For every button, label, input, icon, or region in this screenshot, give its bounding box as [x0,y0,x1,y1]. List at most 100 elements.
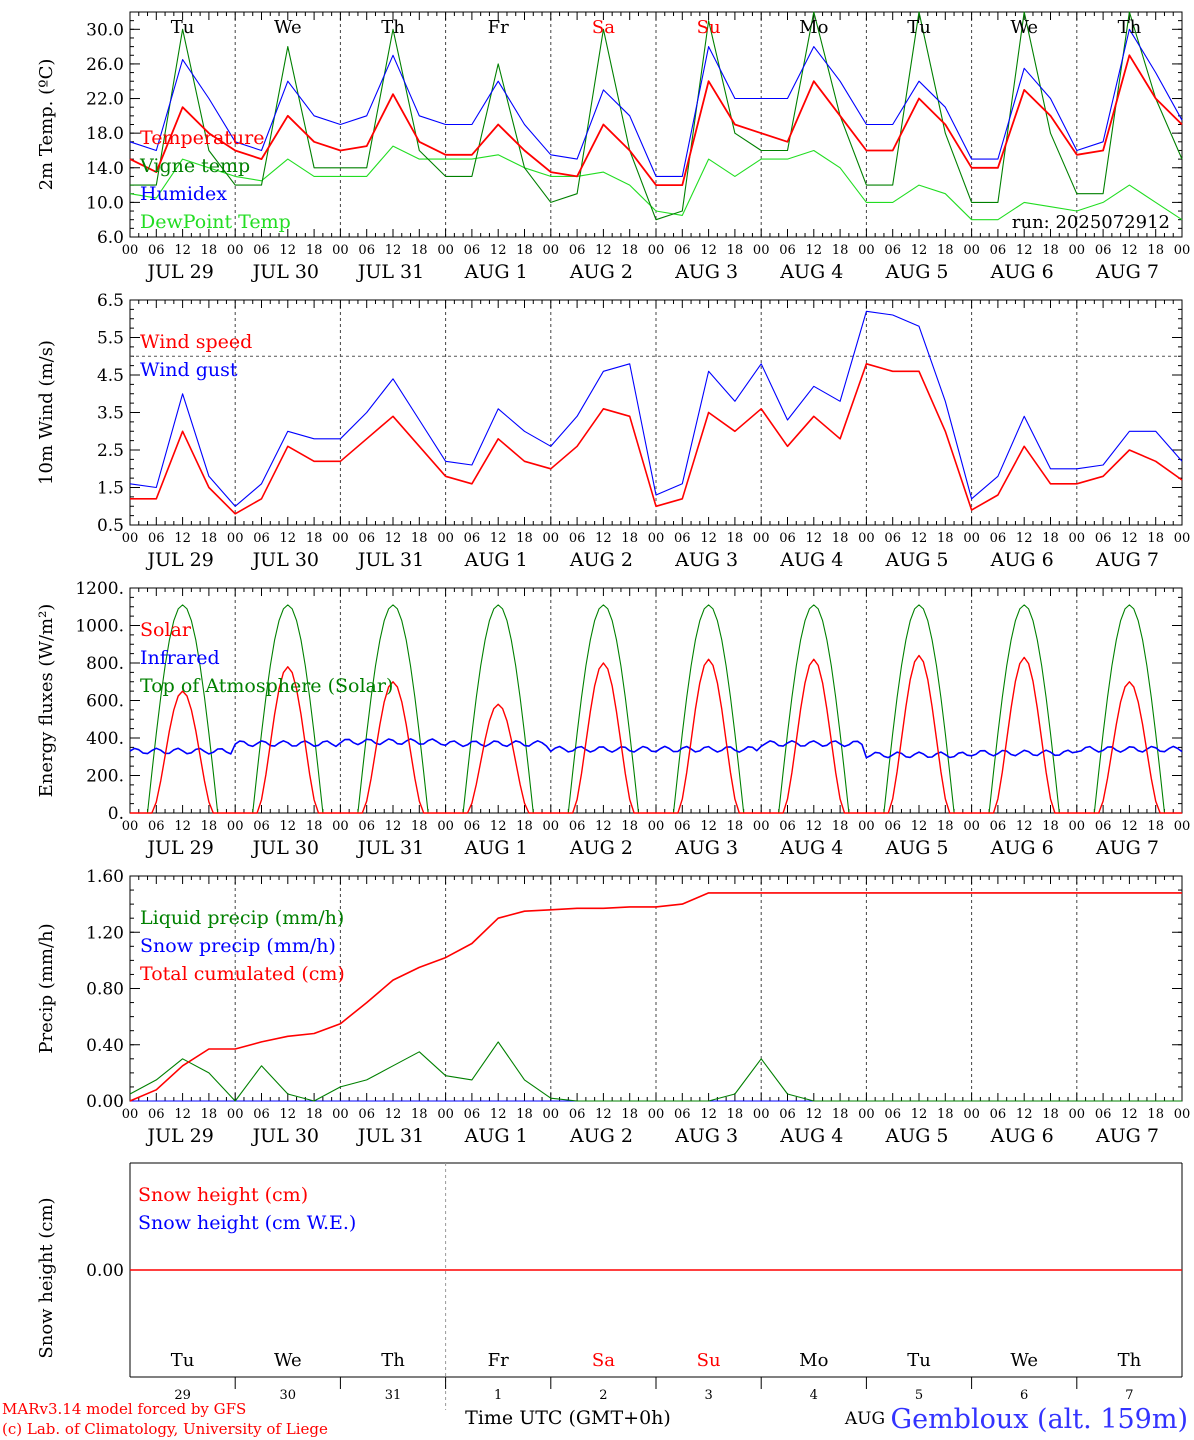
legend-entry: Total cumulated (cm) [140,963,345,985]
hour-tick-label: 06 [884,243,901,258]
snow-panel: 0.00 Snow height (cm) Snow height (cm) Snow… [36,1162,1183,1410]
date-label: JUL 29 [145,837,213,859]
legend-entry: Humidex [140,183,227,205]
hour-tick-label: 00 [1174,243,1191,258]
y-tick-label: 5.5 [97,329,124,349]
hour-tick-label: 00 [332,1107,349,1122]
date-label: AUG 2 [569,549,633,571]
hour-tick-label: 00 [858,1107,875,1122]
date-label: AUG 6 [990,837,1054,859]
hour-tick-label: 06 [148,1107,165,1122]
hour-tick-label: 06 [358,531,375,546]
hour-tick-label: 18 [306,243,323,258]
hour-tick-label: 12 [174,243,191,258]
date-label: AUG 2 [569,261,633,283]
hour-tick-label: 06 [990,819,1007,834]
hour-tick-label: 12 [385,1107,402,1122]
y-tick-label: 6.5 [97,291,124,311]
y-tick-label: 30.0 [86,20,124,40]
hour-tick-label: 06 [884,819,901,834]
hour-tick-label: 18 [201,1107,218,1122]
hour-tick-label: 00 [753,819,770,834]
hour-tick-label: 12 [490,243,507,258]
legend-entry: Vigne temp [139,155,250,177]
date-label: JUL 31 [356,1125,424,1147]
hour-tick-label: 00 [858,243,875,258]
date-label: AUG 2 [569,1125,633,1147]
hour-tick-label: 00 [1069,243,1086,258]
hour-tick-label: 00 [437,1107,454,1122]
day-number: 7 [1125,1388,1133,1403]
plot-frame [129,11,1183,238]
hour-tick-label: 12 [1121,243,1138,258]
hour-tick-label: 12 [700,819,717,834]
hour-tick-label: 18 [1042,819,1059,834]
hour-tick-label: 18 [832,243,849,258]
hour-tick-label: 06 [148,531,165,546]
day-number: 1 [494,1388,502,1403]
hour-tick-label: 00 [753,531,770,546]
hour-tick-label: 18 [516,819,533,834]
hour-tick-label: 18 [1147,243,1164,258]
hour-tick-label: 12 [700,243,717,258]
y-tick-label: 0.40 [86,1036,124,1056]
hour-tick-label: 06 [148,819,165,834]
y-tick-label: 6.0 [97,228,124,248]
hour-tick-label: 18 [937,819,954,834]
hour-tick-label: 18 [727,531,744,546]
date-label: JUL 30 [251,261,319,283]
energy-panel: 0. 200. 400. 600. 800. 1000. 1200. Energy fluxe… [36,579,1190,859]
hour-tick-label: 06 [253,531,270,546]
y-tick-label: 800. [86,654,124,674]
weekday-label: Tu [171,17,195,38]
day-number: 6 [1020,1388,1028,1403]
footer: MARv3.14 model forced by GFS (c) Lab. of… [2,1400,1188,1438]
series-temperature [130,362,1183,515]
hour-tick-label: 06 [674,819,691,834]
hour-tick-label: 12 [911,531,928,546]
series-solar [130,654,1182,814]
date-label: AUG 1 [464,837,528,859]
series-liquid-precip [129,1041,1182,1102]
date-label: AUG 4 [779,837,843,859]
hour-tick-label: 00 [1174,531,1191,546]
hour-tick-label: 06 [990,1107,1007,1122]
credit-line-1: MARv3.14 model forced by GFS [2,1400,246,1418]
hour-tick-label: 00 [122,1107,139,1122]
y-tick-label: 200. [86,767,124,787]
hour-tick-label: 06 [253,243,270,258]
date-label: AUG 7 [1095,1125,1159,1147]
hour-tick-label: 00 [753,243,770,258]
hour-tick-label: 06 [1095,243,1112,258]
hour-tick-label: 00 [1069,819,1086,834]
y-axis-label: Precip (mm/h) [36,923,57,1053]
series-humidex [129,28,1183,177]
weekday-label: Mo [799,17,828,38]
weekday-label: We [1010,1350,1038,1371]
hour-tick-label: 12 [490,1107,507,1122]
x-axis-label: Time UTC (GMT+0h) [465,1407,671,1429]
hour-tick-label: 00 [543,819,560,834]
date-label: JUL 31 [356,837,424,859]
y-tick-label: 14.0 [86,159,124,179]
y-axis-label: Snow height (cm) [36,1197,57,1358]
hour-tick-label: 00 [858,819,875,834]
hour-tick-label: 12 [1016,531,1033,546]
hour-tick-label: 12 [911,243,928,258]
date-label: JUL 30 [251,837,319,859]
legend-entry: Wind gust [140,359,238,381]
date-label: JUL 30 [251,549,319,571]
hour-tick-label: 06 [1095,819,1112,834]
y-tick-label: 10.0 [86,193,124,213]
hour-tick-label: 18 [937,243,954,258]
hour-tick-label: 06 [779,819,796,834]
hour-tick-label: 06 [674,1107,691,1122]
day-number: 2 [599,1388,607,1403]
series-dewpoint [129,145,1183,221]
hour-tick-label: 06 [464,819,481,834]
day-number: 5 [915,1388,923,1403]
hour-tick-label: 12 [1016,1107,1033,1122]
hour-tick-label: 12 [1121,819,1138,834]
hour-tick-label: 12 [700,531,717,546]
